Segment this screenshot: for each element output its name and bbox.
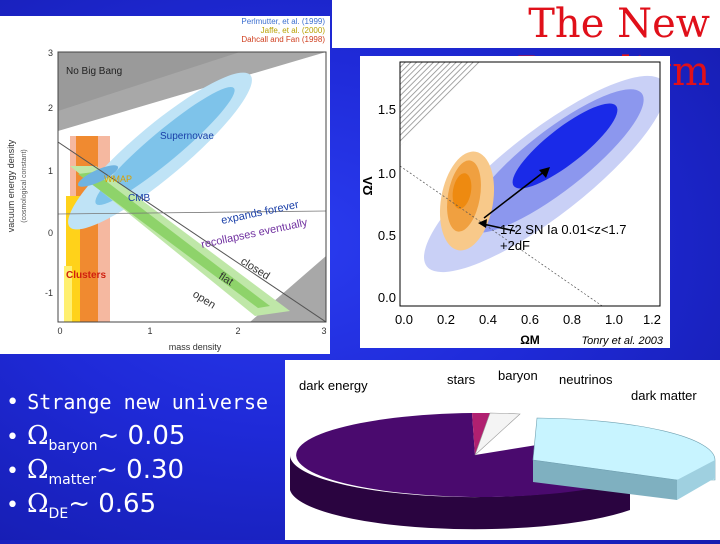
right-plot-svg: 172 SN Ia 0.01<z<1.7 +2dF 0.0 0.5 1.0 1.… xyxy=(360,61,664,347)
omega-subscript: baryon xyxy=(48,438,98,454)
x-tick: 0.6 xyxy=(521,312,539,327)
x-tick: 0.4 xyxy=(479,312,497,327)
bullet-omega-matter: • Ωmatter~ 0.30 xyxy=(6,453,282,488)
cosmology-triangle-plot: Perlmutter, et al. (1999) Jaffe, et al. … xyxy=(0,16,330,354)
x-tick: 0.0 xyxy=(395,312,413,327)
omega-symbol: Ω xyxy=(26,421,49,451)
expansion-boundary-line xyxy=(58,210,326,215)
excluded-region xyxy=(400,62,480,146)
annotation-2df: +2dF xyxy=(500,238,530,253)
x-tick: 1.0 xyxy=(605,312,623,327)
y-tick: 1 xyxy=(48,166,53,176)
bullet-dot: • xyxy=(6,493,19,518)
omega-symbol: Ω xyxy=(26,489,49,519)
pie-slice-baryon xyxy=(474,412,521,456)
2df-contour-inner xyxy=(452,173,472,209)
y-axis-label: ΩΛ xyxy=(360,176,375,195)
pie-side-dark-matter xyxy=(533,460,677,500)
wmap-label: WMAP xyxy=(104,174,132,184)
supernovae-contour-inner xyxy=(95,87,235,205)
citation-dahcall: Dahcall and Fan (1998) xyxy=(241,35,325,44)
bullet-dot: • xyxy=(6,425,19,450)
arrow-to-2df xyxy=(482,223,516,232)
citation-jaffe: Jaffe, et al. (2000) xyxy=(261,26,326,35)
x-tick: 0.2 xyxy=(437,312,455,327)
omega-value: ~ 0.30 xyxy=(96,455,185,485)
bullet-omega-de: • ΩDE~ 0.65 xyxy=(6,487,282,522)
x-tick: 0.8 xyxy=(563,312,581,327)
y-axis-sublabel: (cosmological constant) xyxy=(21,149,28,223)
omega-value: ~ 0.65 xyxy=(68,489,157,519)
x-tick: 1 xyxy=(147,326,152,336)
flat-universe-line xyxy=(58,141,326,322)
wmap-contour xyxy=(77,165,119,187)
label-baryon: baryon xyxy=(498,368,538,383)
bullet-strange-universe: • Strange new universe xyxy=(6,385,282,419)
pie-side-dark-energy xyxy=(289,455,630,530)
omega-symbol: Ω xyxy=(26,455,49,485)
bullet-dot: • xyxy=(6,459,19,484)
label-stars: stars xyxy=(447,372,476,387)
y-tick: -1 xyxy=(45,288,53,298)
pie-slice-stars xyxy=(472,412,490,455)
pie-slice-dark-matter xyxy=(532,417,716,481)
y-tick: 1.0 xyxy=(378,166,396,181)
annotation-sn-count: 172 SN Ia 0.01<z<1.7 xyxy=(500,222,626,237)
label-neutrinos: neutrinos xyxy=(559,372,613,387)
flat-dotted-line xyxy=(400,165,603,306)
x-tick: 3 xyxy=(321,326,326,336)
citation-perlmutter: Perlmutter, et al. (1999) xyxy=(241,17,325,26)
x-axis-label: mass density xyxy=(169,342,222,352)
y-tick: 3 xyxy=(48,48,53,58)
bullet-dot: • xyxy=(6,390,20,415)
composition-pie-chart: dark energy stars baryon neutrinos dark … xyxy=(285,360,720,540)
omega-subscript: matter xyxy=(48,472,97,488)
y-tick: 1.5 xyxy=(378,102,396,117)
sn-contour-1sigma xyxy=(512,103,618,189)
supernovae-label: Supernovae xyxy=(160,131,214,142)
x-tick: 0 xyxy=(57,326,62,336)
y-axis-label: vacuum energy density xyxy=(6,139,16,232)
y-tick: 0 xyxy=(48,228,53,238)
x-tick: 1.2 xyxy=(643,312,661,327)
x-axis-label: ΩM xyxy=(520,333,540,347)
omega-value: ~ 0.05 xyxy=(97,421,186,451)
bullet-omega-baryon: • Ωbaryon~ 0.05 xyxy=(6,419,282,454)
bullet-list: • Strange new universe • Ωbaryon~ 0.05 • Ωm… xyxy=(6,385,282,522)
x-tick: 2 xyxy=(235,326,240,336)
bullet-text: Strange new universe xyxy=(27,390,269,414)
cmb-label: CMB xyxy=(128,193,151,204)
clusters-label: Clusters xyxy=(66,270,106,281)
pie-svg: dark energy stars baryon neutrinos dark … xyxy=(289,368,716,530)
left-plot-svg: Perlmutter, et al. (1999) Jaffe, et al. … xyxy=(6,17,327,352)
y-tick: 2 xyxy=(48,103,53,113)
label-dark-energy: dark energy xyxy=(299,378,368,393)
supernova-contour-plot: 172 SN Ia 0.01<z<1.7 +2dF 0.0 0.5 1.0 1.… xyxy=(360,56,670,348)
y-tick: 0.0 xyxy=(378,290,396,305)
slide-title: The New Paradigm xyxy=(332,0,720,95)
label-dark-matter: dark matter xyxy=(631,388,697,403)
omega-subscript: DE xyxy=(48,506,69,522)
no-big-bang-label: No Big Bang xyxy=(66,66,122,77)
arrow-to-sn xyxy=(483,170,546,219)
tonry-credit: Tonry et al. 2003 xyxy=(581,335,663,347)
y-tick: 0.5 xyxy=(378,228,396,243)
